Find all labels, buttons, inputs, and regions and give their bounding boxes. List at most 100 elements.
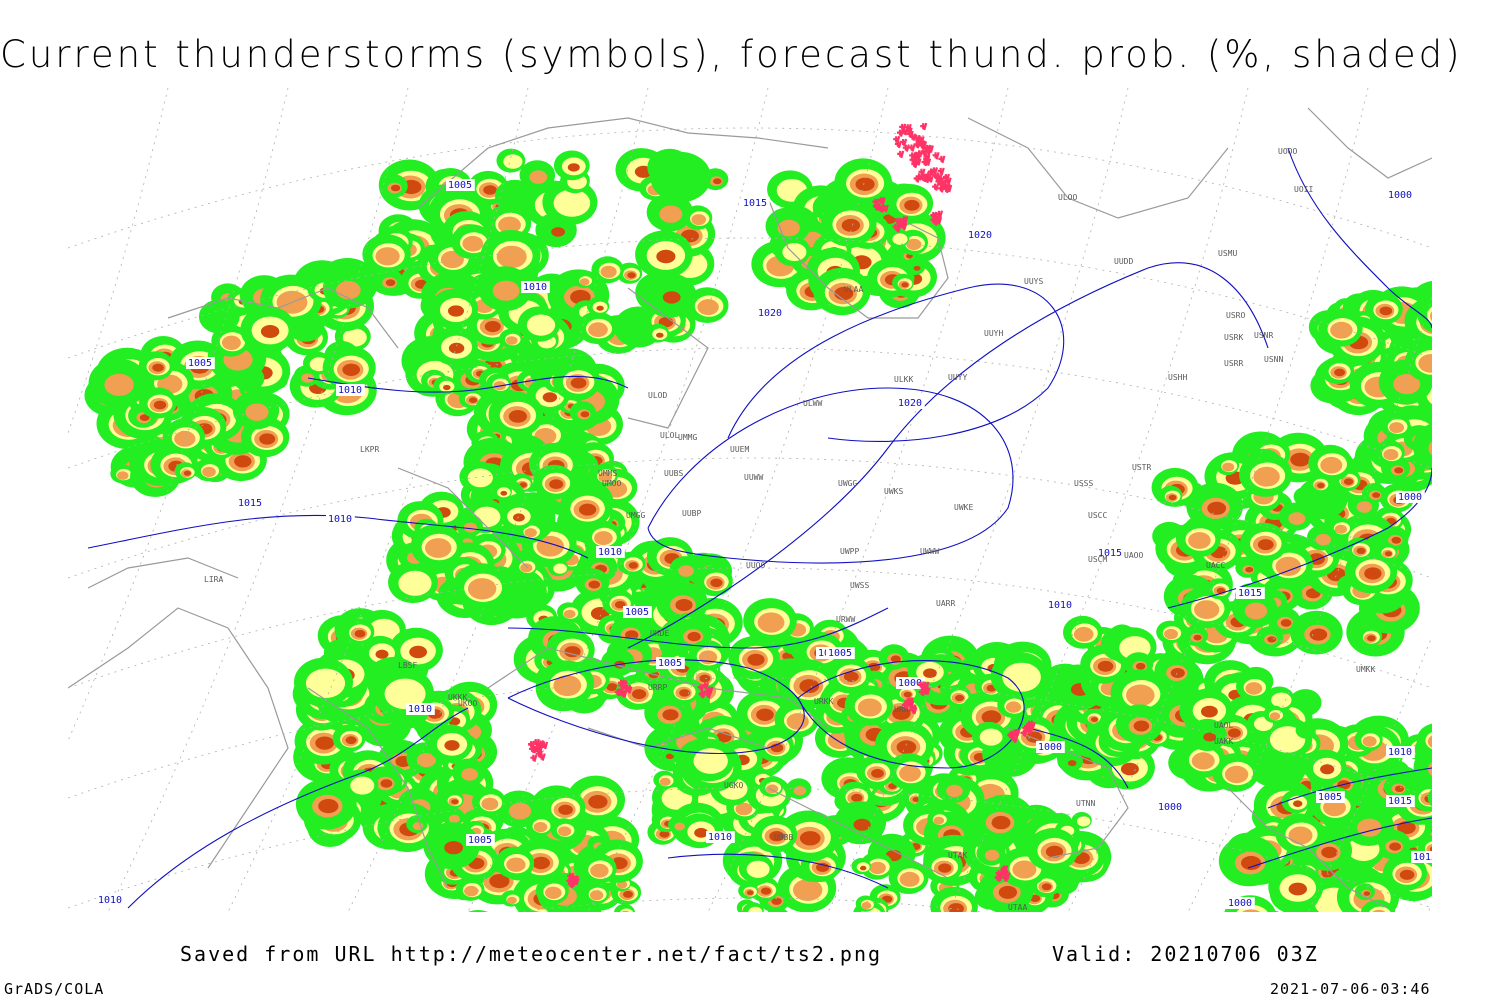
prob-area-very-high [901,282,909,288]
station-label: UWWW [920,547,939,556]
prob-area-very-high [760,887,772,895]
prob-area-very-high [1170,668,1185,678]
prob-area-very-high [1391,536,1402,544]
prob-area-very-high [1257,539,1274,551]
station-label: UUOO [746,561,765,570]
prob-area-high [440,250,464,269]
prob-area-very-high [443,384,451,391]
prob-area-very-high [1379,306,1393,316]
prob-area-high [1222,462,1235,472]
prob-area-very-high [1097,660,1114,672]
prob-area-mid [553,189,591,217]
prob-area-high [533,822,548,833]
station-label: USCM [1088,555,1107,564]
isobar-value-label: 1010 [598,547,622,558]
prob-area-very-high [747,653,765,666]
prob-area-very-high [923,668,937,678]
prob-area-mid [350,776,375,795]
prob-area-high [508,802,532,820]
prob-area-very-high [469,397,478,404]
station-label: USRO [1226,311,1245,320]
prob-area-high [786,713,809,730]
prob-area-high [174,430,196,447]
prob-area-high [529,170,548,184]
station-label: UUBP [682,509,701,518]
prob-area-high [588,322,608,338]
prob-area-high [984,849,1000,861]
map-title: Current thunderstorms (symbols), forecas… [0,33,1463,76]
prob-area-very-high [1394,785,1405,792]
prob-area-very-high [1201,705,1218,718]
prob-area-very-high [799,679,820,694]
isobar-value-label: 1005 [625,607,649,618]
isobar-value-label: 1000 [1388,190,1412,201]
station-label: UARR [936,599,955,608]
prob-area-low [1295,721,1316,739]
prob-area-very-high [656,332,664,338]
prob-area-very-high [234,455,252,468]
prob-area-very-high [981,710,1002,725]
prob-area-high [506,857,526,872]
prob-area-very-high [579,503,597,516]
station-label: URKK [814,697,833,706]
prob-area-very-high [1394,467,1404,474]
prob-area-very-high [1372,492,1381,498]
station-label: UMGG [626,511,645,520]
prob-area-high [1073,626,1094,642]
prob-area-very-high [153,400,167,410]
prob-area-very-high [375,649,389,659]
prob-area-very-high [1385,551,1392,557]
prob-area-mid [979,728,1003,746]
station-label: LKPR [360,445,379,454]
prob-area-high [1357,818,1382,837]
prob-area-high [245,403,269,421]
station-label: USNN [1264,355,1283,364]
isobar-value-label: 1015 [1388,796,1412,807]
prob-area-very-high [342,363,361,376]
prob-area-very-high [687,631,701,642]
prob-area-very-high [354,629,366,638]
station-label: UUEM [730,445,749,454]
station-label: USTR [1132,463,1151,472]
prob-area-high [777,219,800,237]
prob-area-very-high [912,797,920,802]
prob-area-very-high [1267,636,1277,643]
prob-area-high [869,861,886,875]
isobar-value-label: 1000 [1398,492,1422,503]
prob-area-high [507,896,517,905]
prob-area-high [1005,701,1022,713]
prob-area-very-high [623,890,633,898]
prob-area-very-high [746,890,754,895]
prob-area-mid [342,328,367,347]
station-label: USRR [1224,359,1243,368]
prob-area-low [904,257,926,275]
prob-area-very-high [1135,662,1146,670]
prob-area-very-high [542,392,558,403]
prob-area-high [1126,684,1155,707]
station-label: ULOL [660,431,679,440]
prob-area-high [506,336,518,345]
prob-area-very-high [444,841,463,855]
prob-area-high [463,522,478,533]
station-label: UOOO [1278,147,1297,156]
station-label: UUYS [1024,277,1043,286]
prob-area-high [545,886,562,899]
station-label: USCC [1088,511,1107,520]
prob-area-very-high [1288,882,1308,896]
isobar-value-label: 1010 [1388,747,1412,758]
prob-area-high [899,871,920,887]
prob-area-mid [693,748,728,774]
station-label: UBBB [774,833,793,842]
prob-area-very-high [628,562,638,569]
prob-area-high [579,278,590,286]
prob-area-very-high [627,272,636,279]
isobar-value-label: 1000 [1038,742,1062,753]
prob-area-very-high [1343,478,1354,486]
prob-area-high [492,280,520,301]
prob-area-very-high [662,709,679,721]
prob-area-very-high [1356,547,1366,555]
prob-area-high [104,373,134,396]
prob-area-very-high [549,479,564,490]
isobar-value-label: 1010 [338,385,362,396]
station-label: UGKO [724,781,743,790]
